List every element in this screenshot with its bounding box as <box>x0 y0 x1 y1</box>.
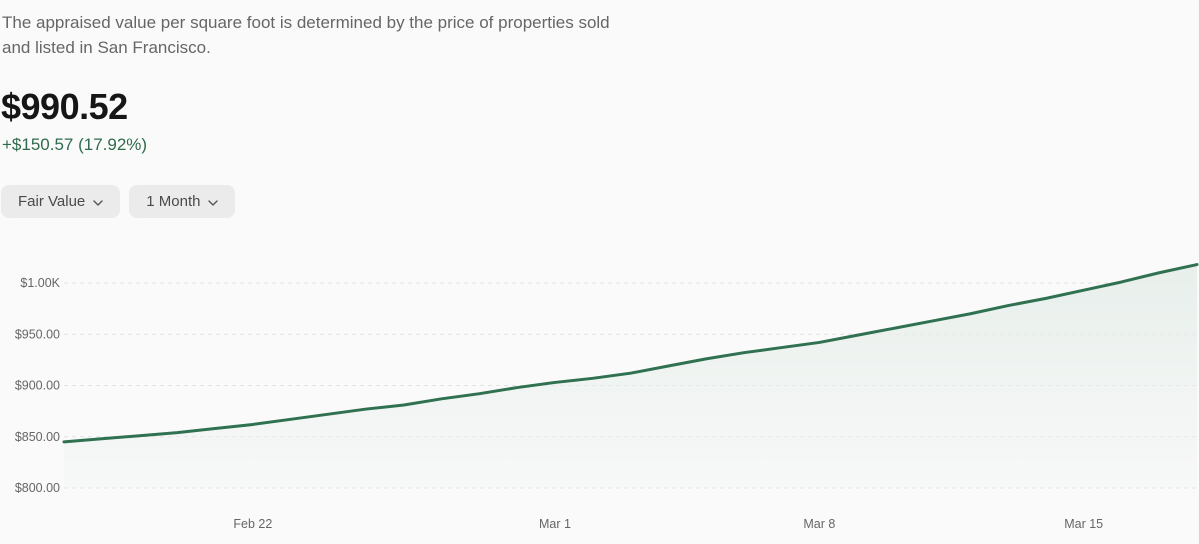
y-tick-label: $1.00K <box>20 276 60 290</box>
x-tick-label: Mar 8 <box>803 517 835 531</box>
metric-dropdown-label: Fair Value <box>18 193 86 210</box>
chart-area <box>64 264 1197 488</box>
x-tick-label: Mar 1 <box>539 517 571 531</box>
chevron-down-icon <box>92 197 104 209</box>
chart-controls: Fair Value 1 Month <box>1 185 236 218</box>
current-price: $990.52 <box>1 86 128 127</box>
chevron-down-icon <box>207 197 219 209</box>
y-tick-label: $900.00 <box>15 379 60 393</box>
y-tick-label: $950.00 <box>15 327 60 341</box>
y-tick-label: $850.00 <box>15 430 60 444</box>
range-dropdown-label: 1 Month <box>146 193 201 210</box>
x-tick-label: Feb 22 <box>233 517 272 531</box>
y-tick-label: $800.00 <box>15 481 60 495</box>
price-change: +$150.57 (17.92%) <box>2 135 148 154</box>
range-dropdown[interactable]: 1 Month <box>129 185 236 218</box>
chart-description: The appraised value per square foot is d… <box>2 13 610 57</box>
series-line <box>62 263 1199 444</box>
x-tick-label: Mar 15 <box>1064 517 1103 531</box>
metric-dropdown[interactable]: Fair Value <box>1 185 121 218</box>
